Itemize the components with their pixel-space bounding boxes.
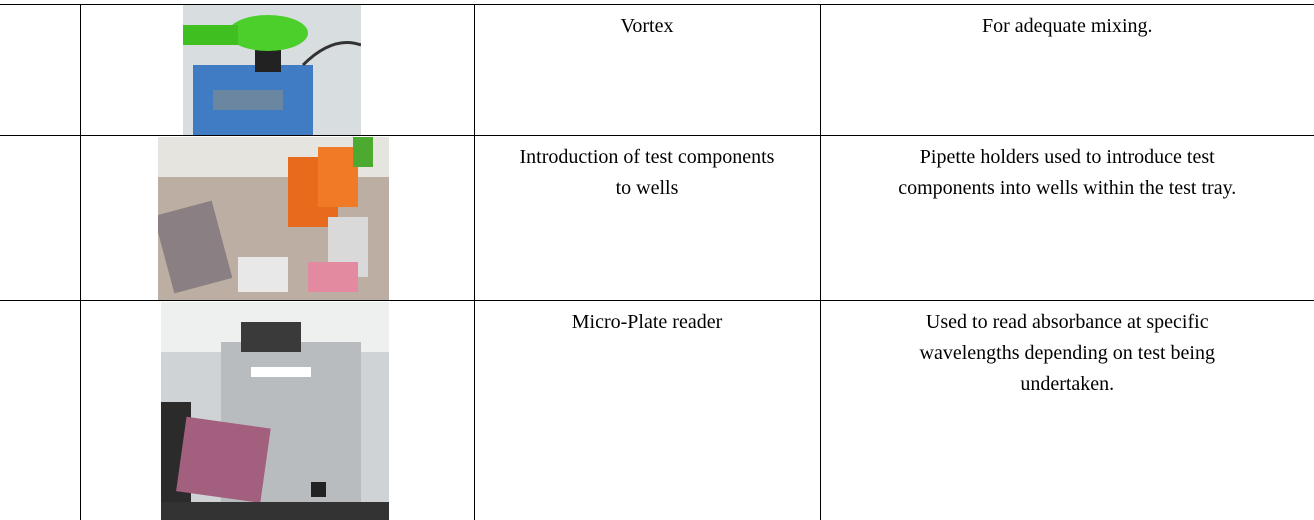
photo-cell xyxy=(79,135,475,301)
photo-cell xyxy=(79,4,475,136)
equipment-description: Pipette holders used to introduce test c… xyxy=(819,135,1314,301)
table-row: Introduction of test components to wells… xyxy=(0,135,1314,301)
empty-cell xyxy=(0,4,81,136)
photo-cell xyxy=(79,300,475,520)
equipment-table: Vortex For adequate mixing. Introduction… xyxy=(0,4,1314,520)
empty-cell xyxy=(0,300,81,520)
equipment-name: Vortex xyxy=(473,4,821,136)
pipette-photo xyxy=(157,137,389,300)
equipment-name: Introduction of test components to wells xyxy=(473,135,821,301)
equipment-description: Used to read absorbance at specific wave… xyxy=(819,300,1314,520)
vortex-photo xyxy=(182,5,361,135)
table-row: Vortex For adequate mixing. xyxy=(0,4,1314,136)
empty-cell xyxy=(0,135,81,301)
equipment-description: For adequate mixing. xyxy=(819,4,1314,136)
equipment-name: Micro-Plate reader xyxy=(473,300,821,520)
plate-reader-photo xyxy=(160,302,389,520)
table-row: Micro-Plate reader Used to read absorban… xyxy=(0,300,1314,520)
